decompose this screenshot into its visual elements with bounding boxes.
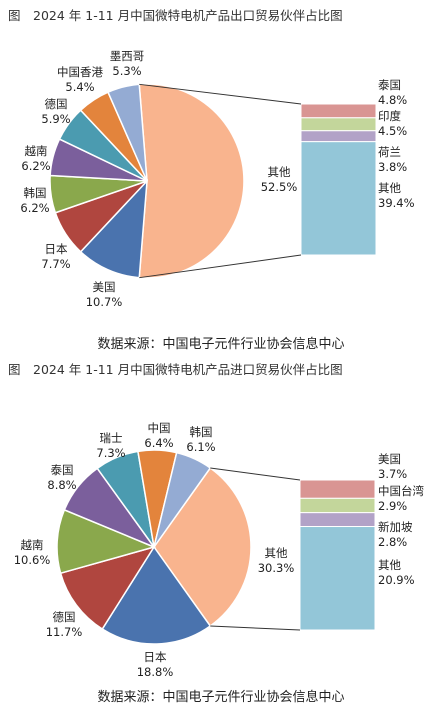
- pie-slice: [138, 83, 245, 279]
- chart-title: 图 2024 年 1-11 月中国微特电机产品进口贸易伙伴占比图: [8, 362, 343, 377]
- bar-label-name: 中国台湾: [378, 484, 424, 498]
- slice-label-name: 其他: [268, 165, 291, 179]
- slice-label-value: 6.4%: [144, 436, 173, 450]
- bar-label-value: 4.8%: [378, 93, 407, 107]
- export-figure: 图 2024 年 1-11 月中国微特电机产品出口贸易伙伴占比图 其他 52.5%…: [8, 8, 415, 352]
- slice-label-name: 日本: [144, 650, 167, 664]
- bar-label-name: 美国: [378, 452, 401, 466]
- bar-label-name: 印度: [378, 109, 401, 123]
- slice-label-name: 德国: [45, 97, 68, 111]
- connector-line: [139, 254, 302, 279]
- slice-label-value: 10.6%: [14, 553, 51, 567]
- pie-slice: [153, 451, 212, 548]
- connector-line: [210, 467, 301, 481]
- slice-label-value: 6.2%: [21, 159, 50, 173]
- slice-label-name: 瑞士: [100, 431, 123, 445]
- slice-label-value: 30.3%: [258, 561, 295, 575]
- slice-label-value: 6.2%: [20, 201, 49, 215]
- bar-label-name: 泰国: [378, 78, 401, 92]
- slice-label-value: 7.7%: [41, 257, 70, 271]
- chart-source: 数据来源：中国电子元件行业协会信息中心: [97, 690, 345, 705]
- slice-label-value: 5.4%: [65, 80, 94, 94]
- bar-segment: [299, 526, 376, 631]
- slice-label-name: 其他: [265, 546, 288, 560]
- chart-source: 数据来源：中国电子元件行业协会信息中心: [97, 337, 345, 352]
- pie-slice: [107, 83, 148, 182]
- slice-label-name: 泰国: [51, 463, 74, 477]
- bar-label-value: 39.4%: [378, 196, 415, 210]
- slice-label-name: 美国: [93, 280, 116, 294]
- import-pie-chart: 其他30.3%日本18.8%德国11.7%越南10.6%泰国8.8%瑞士7.3%…: [14, 421, 425, 679]
- slice-labels: 其他52.5%美国10.7%日本7.7%韩国6.2%越南6.2%德国5.9%中国…: [20, 49, 297, 309]
- export-pie-chart: 其他52.5%美国10.7%日本7.7%韩国6.2%越南6.2%德国5.9%中国…: [20, 49, 415, 309]
- slice-label-name: 中国: [148, 421, 171, 435]
- connector-line: [139, 83, 302, 105]
- breakdown-bar: [299, 479, 376, 631]
- bar-segment: [300, 117, 377, 132]
- bar-segment: [300, 141, 377, 256]
- slice-label-value: 6.1%: [186, 440, 215, 454]
- bar-label-value: 2.8%: [378, 535, 407, 549]
- bar-label-value: 4.5%: [378, 124, 407, 138]
- bar-segment: [300, 103, 377, 119]
- chart-title: 图 2024 年 1-11 月中国微特电机产品出口贸易伙伴占比图: [8, 8, 343, 23]
- bar-label-value: 3.8%: [378, 160, 407, 174]
- bar-label-name: 荷兰: [378, 145, 401, 159]
- slice-label-value: 52.5%: [261, 180, 298, 194]
- slice-label-name: 德国: [53, 610, 76, 624]
- slice-label-value: 7.3%: [96, 446, 125, 460]
- bar-label-name: 其他: [378, 181, 401, 195]
- bar-segment: [300, 130, 377, 143]
- bar-segment: [299, 497, 376, 514]
- pie-slice: [153, 466, 252, 628]
- slice-label-name: 韩国: [24, 186, 47, 200]
- slice-label-name: 越南: [21, 538, 44, 552]
- pie-slices: [49, 83, 245, 279]
- slice-label-value: 11.7%: [46, 625, 83, 639]
- import-figure: 图 2024 年 1-11 月中国微特电机产品进口贸易伙伴占比图 其他 30.3%…: [0, 354, 442, 708]
- pie-slice: [59, 545, 156, 631]
- bar-label-name: 其他: [378, 558, 401, 572]
- slice-label-name: 日本: [45, 242, 68, 256]
- pie-slices: [56, 449, 252, 645]
- pie-slice: [101, 545, 212, 645]
- bar-segment: [299, 479, 376, 499]
- bar-label-value: 20.9%: [378, 573, 415, 587]
- bar-label-value: 2.9%: [378, 499, 407, 513]
- slice-label-value: 8.8%: [47, 478, 76, 492]
- bar-label-value: 3.7%: [378, 467, 407, 481]
- slice-label-value: 10.7%: [86, 295, 123, 309]
- slice-label-name: 墨西哥: [110, 49, 145, 63]
- slice-label-value: 5.9%: [41, 112, 70, 126]
- slice-label-name: 越南: [25, 144, 48, 158]
- bar-label-name: 新加坡: [378, 520, 413, 534]
- slice-label-name: 中国香港: [57, 65, 103, 79]
- slice-label-value: 5.3%: [112, 64, 141, 78]
- slice-label-value: 18.8%: [137, 665, 174, 679]
- breakdown-bar: [300, 103, 377, 256]
- bar-segment: [299, 512, 376, 528]
- connector-line: [210, 625, 301, 631]
- slice-label-name: 韩国: [190, 425, 213, 439]
